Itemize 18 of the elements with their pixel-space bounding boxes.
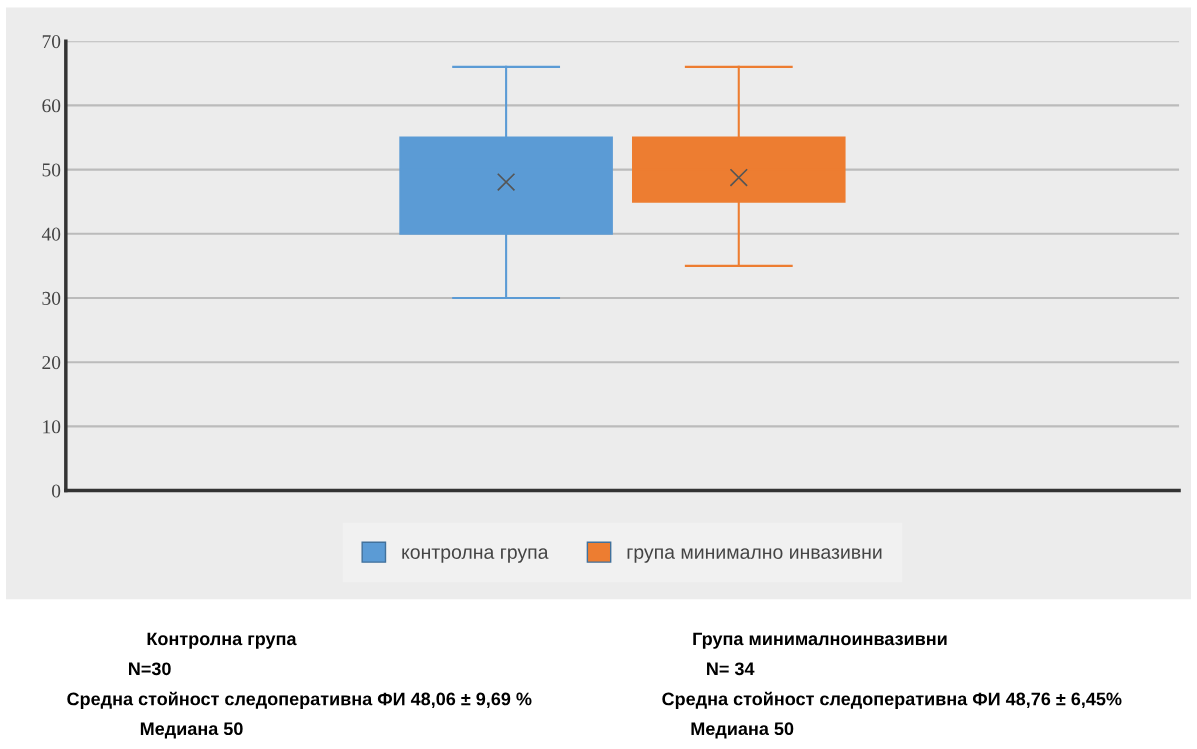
- text: Средна стойност следоперативна ФИ 48,06 ± 9,69 %: [67, 691, 532, 709]
- legend-label: група минимално инвазивни: [627, 548, 882, 563]
- y-tick-label: 60: [42, 99, 61, 113]
- text: Медиана 50: [691, 722, 794, 739]
- y-tick-label: 50: [42, 163, 61, 177]
- text: N= 34: [707, 662, 755, 676]
- text: N=30: [129, 662, 171, 676]
- text: Медиана 50: [140, 722, 243, 739]
- legend-label: контролна група: [402, 548, 549, 563]
- text: Средна стойност следоперативна ФИ 48,76 ± 6,45%: [662, 691, 1122, 709]
- text: Група минималноинвазивни: [693, 632, 947, 649]
- text: Контролна група: [147, 632, 297, 649]
- y-tick-label: 10: [43, 420, 61, 434]
- y-tick-label: 30: [42, 291, 61, 305]
- y-tick-label: 40: [41, 227, 61, 241]
- y-tick-label: 70: [42, 35, 61, 49]
- y-tick-label: 0: [51, 484, 61, 498]
- y-tick-label: 20: [42, 356, 61, 370]
